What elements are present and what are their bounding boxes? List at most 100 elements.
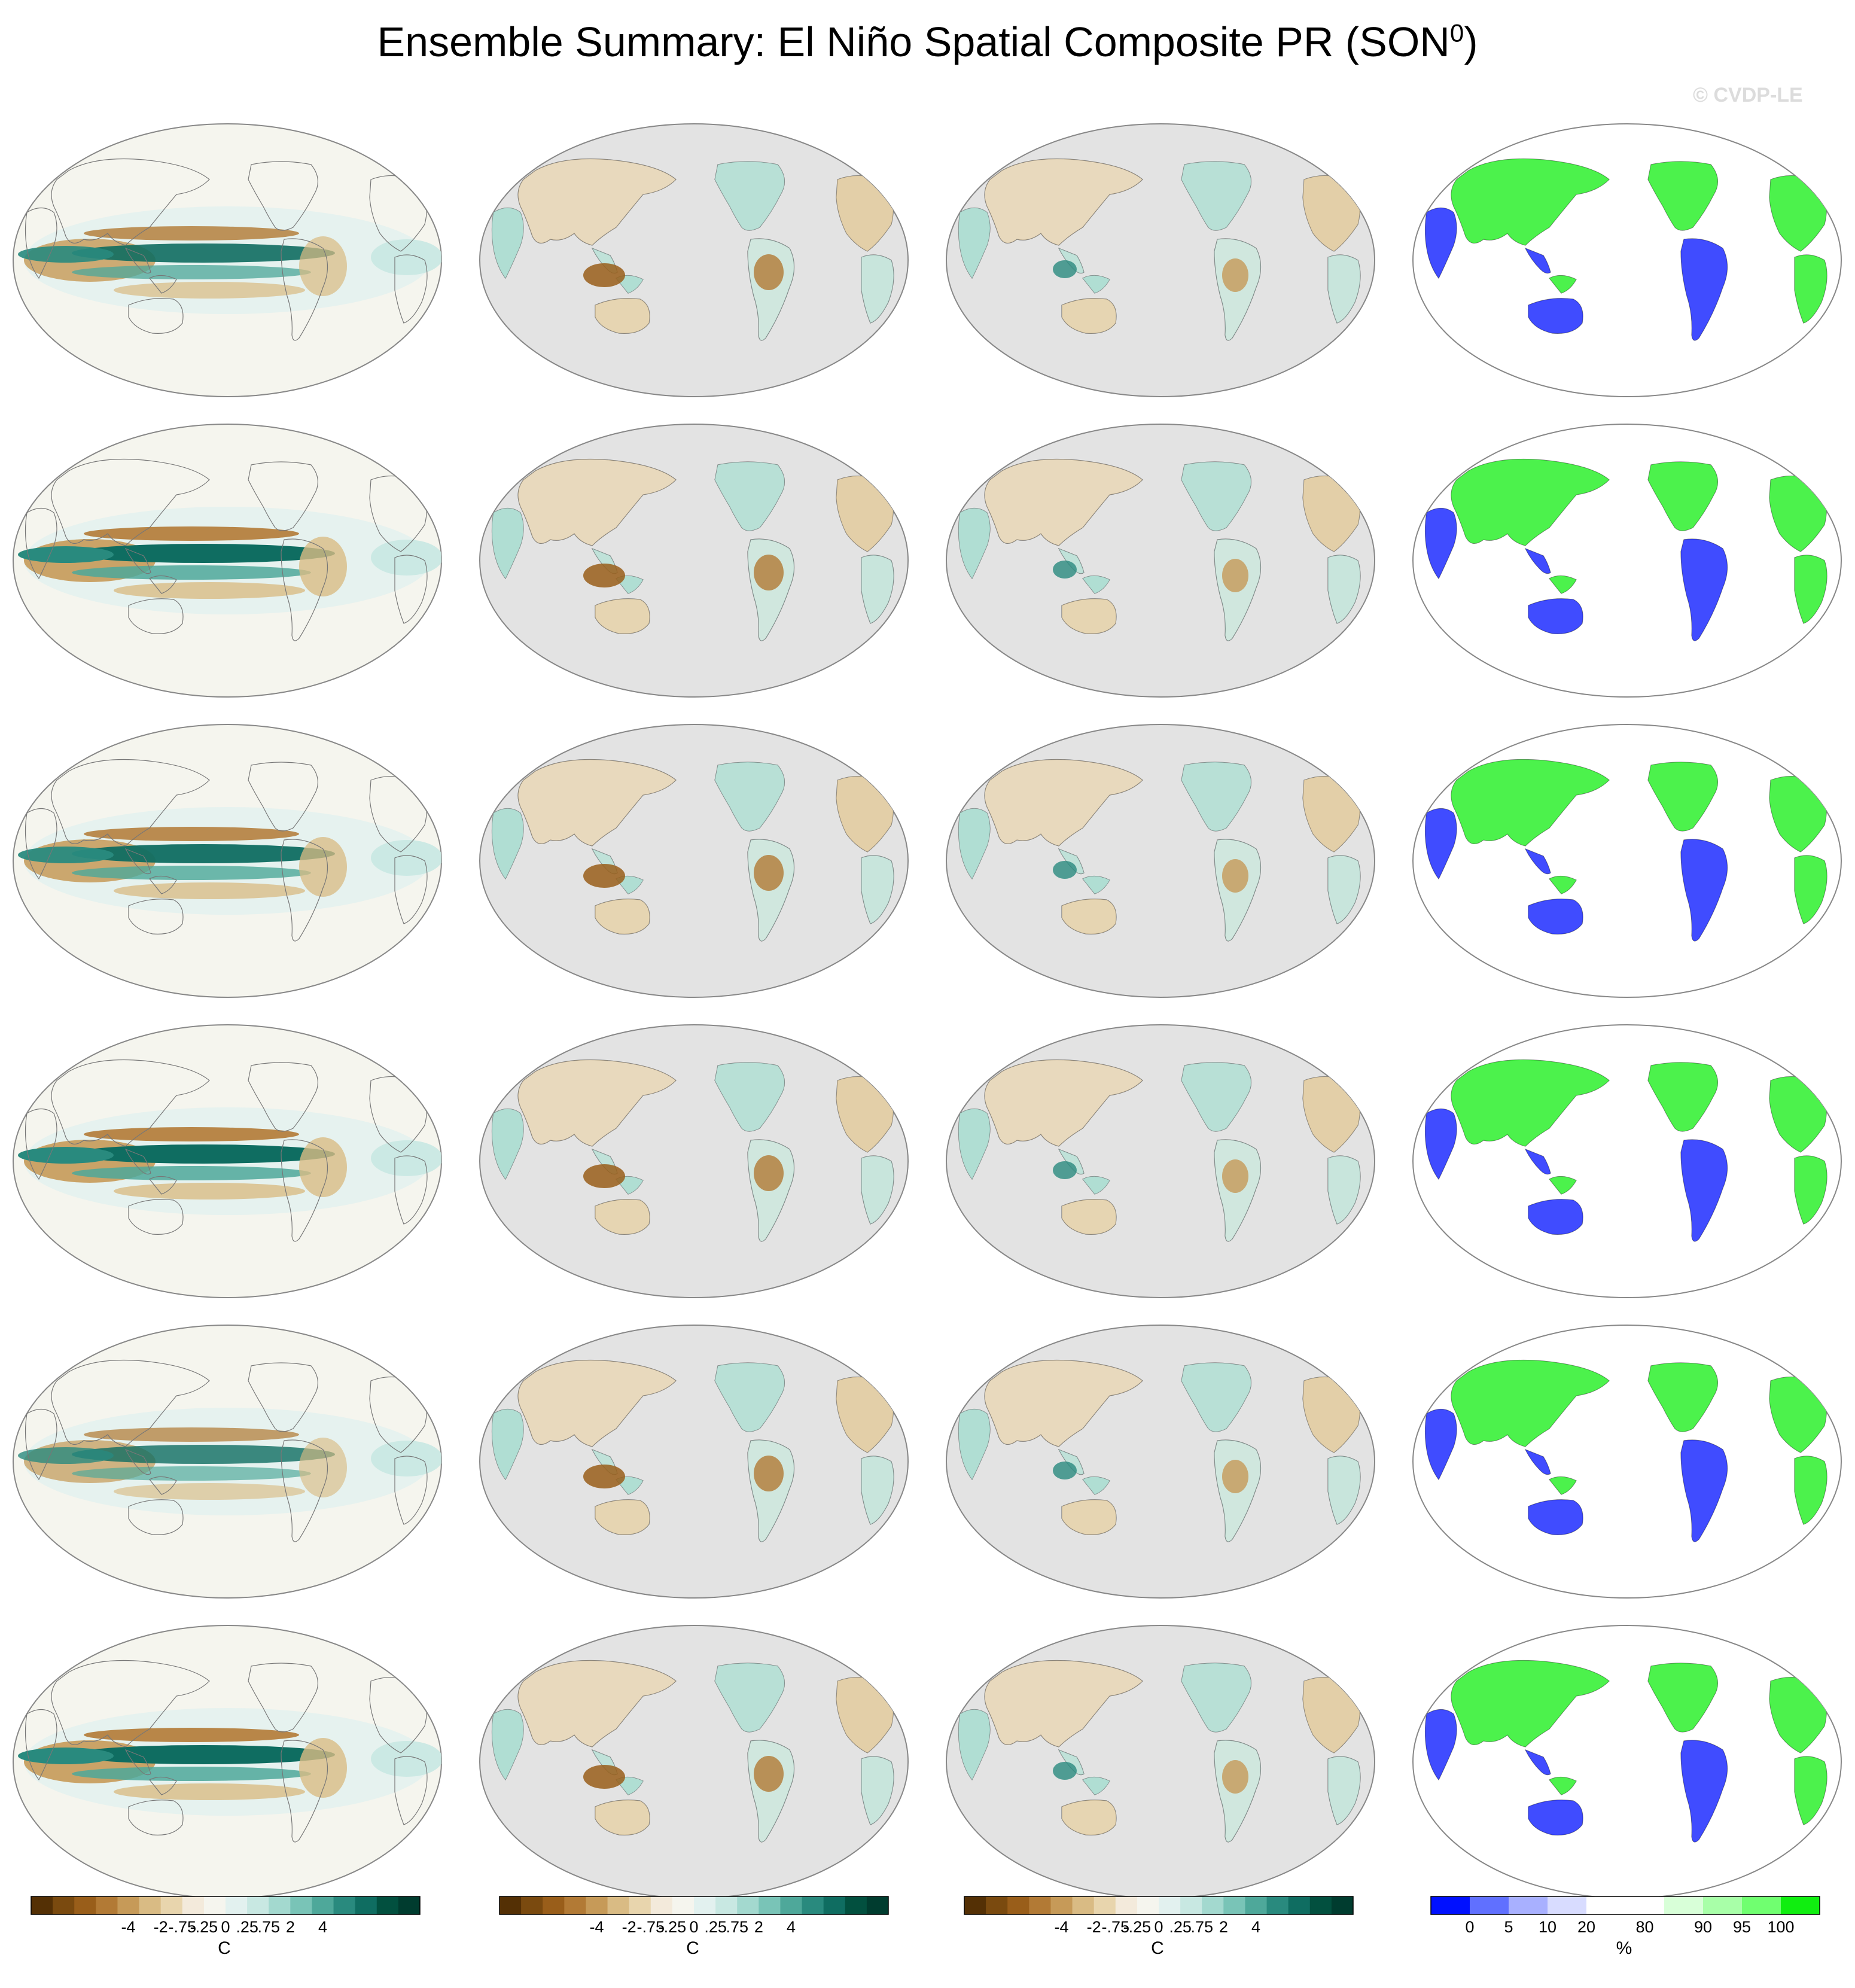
colorbar-tick-label: -2 (1086, 1918, 1101, 1936)
colorbar (499, 1896, 889, 1915)
world-map (479, 1024, 909, 1298)
colorbar-tick-label: .75 (1190, 1918, 1213, 1936)
world-map (946, 1024, 1375, 1298)
colorbar-bin (1245, 1896, 1268, 1914)
world-map (13, 724, 442, 998)
colorbar-bin (1159, 1896, 1181, 1914)
world-map (1412, 1024, 1842, 1298)
colorbar-bin (564, 1896, 586, 1914)
colorbar-bin (845, 1896, 867, 1914)
colorbar-unit: C (218, 1938, 231, 1958)
colorbar-tick-label: -2 (622, 1918, 636, 1936)
map-panel-rank (1400, 1285, 1842, 1599)
map-panel-rank (1400, 985, 1842, 1298)
colorbar-unit: C (1151, 1938, 1164, 1958)
colorbar-tick-label: .75 (257, 1918, 280, 1936)
map-panel-rank (1400, 1585, 1842, 1899)
world-map (946, 424, 1375, 698)
colorbar-bin (629, 1896, 651, 1914)
colorbar-bin (290, 1896, 312, 1914)
colorbar-bin (823, 1896, 846, 1914)
world-map (13, 1024, 442, 1298)
colorbar-bin (499, 1896, 522, 1914)
colorbar-bin (1470, 1896, 1509, 1914)
map-panel-diff (933, 1285, 1376, 1599)
colorbar-bin (117, 1896, 140, 1914)
colorbar-bin (1202, 1896, 1224, 1914)
colorbar-bin (96, 1896, 118, 1914)
colorbar-tick-label: 0 (1154, 1918, 1163, 1936)
colorbar-tick-label: .25 (704, 1918, 727, 1936)
colorbar-bin (1625, 1896, 1665, 1914)
colorbar-tick-label: 4 (318, 1918, 328, 1936)
colorbar-bin (1309, 1896, 1332, 1914)
world-map (1412, 123, 1842, 397)
colorbar-bin (521, 1896, 543, 1914)
map-panel-model (0, 84, 443, 397)
colorbar-bin (1266, 1896, 1289, 1914)
colorbar-tick-label: -4 (121, 1918, 136, 1936)
colorbar-bin (1664, 1896, 1704, 1914)
colorbar-tick-label: 10 (1538, 1918, 1557, 1936)
map-panel-diff (933, 1585, 1376, 1899)
colorbar (964, 1896, 1354, 1915)
colorbar-tick-label: 5 (1504, 1918, 1513, 1936)
colorbar-unit: C (686, 1938, 699, 1958)
world-map (946, 1325, 1375, 1599)
colorbar-bin (737, 1896, 759, 1914)
colorbar-bin (1072, 1896, 1095, 1914)
map-panel-model (0, 1285, 443, 1599)
colorbar-bin (715, 1896, 738, 1914)
map-panel-model (0, 985, 443, 1298)
map-panel-model (0, 1585, 443, 1899)
colorbar-tick-label: 2 (285, 1918, 295, 1936)
colorbar-bin (650, 1896, 673, 1914)
map-panel-obs (467, 684, 909, 998)
world-map (13, 1625, 442, 1899)
page-title: Ensemble Summary: El Niño Spatial Compos… (377, 19, 1478, 65)
map-panel-rank (1400, 684, 1842, 998)
colorbar-bin (376, 1896, 399, 1914)
colorbar-bin (1509, 1896, 1548, 1914)
world-map (946, 724, 1375, 998)
colorbar-bin (1115, 1896, 1138, 1914)
world-map (1412, 1325, 1842, 1599)
world-map (479, 424, 909, 698)
map-panel-obs (467, 384, 909, 698)
map-panel-rank (1400, 384, 1842, 698)
colorbar-bin (607, 1896, 630, 1914)
colorbar-bin (247, 1896, 269, 1914)
colorbar-bin (1742, 1896, 1781, 1914)
colorbar-tick-label: .25 (236, 1918, 258, 1936)
colorbar-tick-label: .25 (1169, 1918, 1192, 1936)
colorbar-tick-label: 0 (1465, 1918, 1475, 1936)
colorbar-bin (31, 1896, 53, 1914)
colorbar-bin (1288, 1896, 1311, 1914)
map-panel-model (0, 684, 443, 998)
colorbar-tick-label: 2 (1219, 1918, 1228, 1936)
colorbar-bin (1586, 1896, 1626, 1914)
colorbar-tick-label: 4 (786, 1918, 796, 1936)
world-map (13, 1325, 442, 1599)
colorbar-bin (780, 1896, 803, 1914)
colorbar-bin (543, 1896, 565, 1914)
colorbar-bin (312, 1896, 334, 1914)
colorbar (31, 1896, 421, 1915)
colorbar-tick-label: -.75 (636, 1918, 665, 1936)
colorbar-bin (333, 1896, 356, 1914)
colorbar-bin (1223, 1896, 1245, 1914)
colorbar-bin (1703, 1896, 1743, 1914)
colorbar-tick-label: 95 (1732, 1918, 1752, 1936)
map-panel-diff (933, 384, 1376, 698)
colorbar-bin (74, 1896, 96, 1914)
colorbar-bin (759, 1896, 781, 1914)
colorbar-bin (964, 1896, 986, 1914)
colorbar-bin (802, 1896, 824, 1914)
colorbar-tick-label: -2 (153, 1918, 168, 1936)
colorbar-bin (182, 1896, 205, 1914)
map-panel-obs (467, 985, 909, 1298)
map-panel-obs (467, 1285, 909, 1599)
world-map (479, 1625, 909, 1899)
colorbar-tick-label: 0 (689, 1918, 699, 1936)
map-panel-model (0, 384, 443, 698)
